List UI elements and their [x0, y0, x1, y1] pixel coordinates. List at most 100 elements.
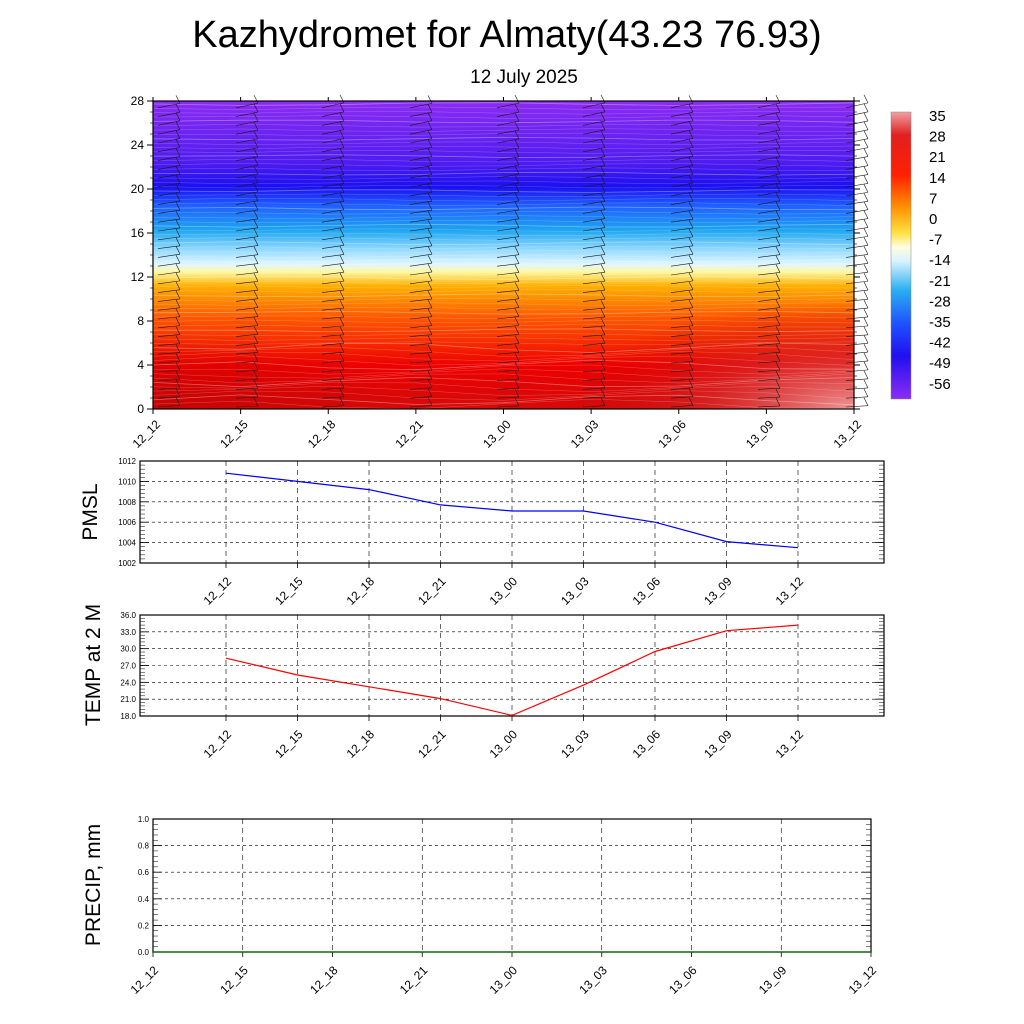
wind-barb-staff: [582, 351, 606, 355]
wind-barb-flag: [775, 219, 781, 228]
wind-barb-staff: [757, 129, 781, 135]
x-tick-label: 13_12: [773, 727, 807, 761]
wind-barb-staff: [670, 147, 694, 153]
wind-barb-staff: [235, 316, 259, 320]
wind-barb-flag: [339, 272, 345, 282]
x-tick-label: 13_12: [846, 963, 880, 997]
wind-barb-flag: [339, 228, 345, 237]
height-tick-label: 16: [131, 226, 145, 240]
wind-barb-flag: [863, 94, 869, 104]
wind-barb-flag: [253, 130, 259, 140]
pmsl-y-label: PMSL: [79, 483, 102, 540]
warm-area-left: [153, 330, 413, 409]
wind-barb-staff: [496, 191, 520, 197]
contour-line: [152, 324, 855, 328]
wind-barb-flag: [514, 192, 520, 201]
wind-barb-flag: [175, 219, 181, 229]
wind-barb-staff: [845, 147, 869, 153]
wind-barb-flag: [688, 183, 694, 193]
wind-barb-staff: [157, 174, 181, 179]
wind-barb-flag: [688, 175, 694, 184]
wind-barb-staff: [757, 102, 781, 109]
wind-barb-staff: [157, 147, 181, 153]
contour-line: [152, 167, 855, 171]
wind-barb-flag: [775, 228, 781, 237]
wind-barb-staff: [845, 289, 869, 293]
wind-barb-flag: [775, 139, 781, 149]
x-tick-label: 12_21: [415, 727, 449, 761]
wind-barb-flag: [253, 228, 259, 237]
x-tick-label: 12_15: [272, 574, 306, 608]
wind-barb-flag: [600, 130, 606, 139]
wind-barb-flag: [514, 94, 520, 104]
wind-barb-flag: [339, 397, 345, 406]
wind-barb-flag: [600, 255, 606, 264]
wind-barb-staff: [409, 361, 433, 364]
wind-barb-flag: [775, 174, 781, 184]
wind-barbs: [157, 94, 869, 408]
wind-barb-staff: [157, 165, 181, 170]
height-tick-label: 4: [137, 358, 144, 372]
wind-barb-staff: [757, 289, 781, 293]
wind-barb-staff: [496, 343, 520, 346]
wind-barb-staff: [321, 254, 345, 258]
wind-barb-flag: [514, 210, 520, 219]
wind-barb-staff: [235, 378, 259, 381]
x-tick-label: 12_18: [307, 963, 341, 997]
colorbar-label: -42: [929, 335, 951, 352]
y-tick-label: 0.6: [138, 868, 150, 877]
wind-barb-flag: [688, 192, 694, 202]
contour-line: [152, 267, 855, 272]
wind-barb-staff: [582, 156, 606, 161]
y-tick-label: 1.0: [138, 815, 150, 824]
height-time-panel: 0 4 8 12 16 20 24 28 12_12 12_15 12_18 12_21 13_00 1…: [130, 94, 869, 451]
wind-barb-staff: [582, 102, 606, 109]
wind-barb-staff: [845, 396, 869, 399]
wind-barb-staff: [757, 360, 781, 364]
wind-barb-flag: [175, 202, 181, 211]
wind-barb-flag: [600, 166, 606, 175]
wind-barb-flag: [339, 121, 345, 130]
wind-barb-flag: [427, 344, 433, 353]
x-tick-label: 13_03: [558, 574, 592, 608]
wind-barb-staff: [157, 129, 181, 135]
wind-barb-flag: [863, 388, 869, 397]
wind-barb-flag: [600, 335, 606, 344]
wind-barb-flag: [175, 317, 181, 326]
wind-barb-flag: [253, 219, 259, 228]
wind-barb-staff: [670, 405, 694, 408]
wind-barb-flag: [863, 272, 869, 282]
wind-barb-flag: [775, 282, 781, 291]
wind-barb-staff: [321, 342, 345, 346]
contour-line: [152, 337, 855, 341]
x-tick-label: 12_12: [201, 727, 235, 761]
wind-barb-staff: [582, 138, 606, 144]
wind-barb-flag: [339, 335, 345, 344]
wind-barb-flag: [175, 246, 181, 255]
wind-barb-flag: [253, 139, 259, 149]
wind-barb-staff: [670, 182, 694, 188]
wind-barb-flag: [514, 308, 520, 317]
wind-barb-staff: [235, 129, 259, 135]
wind-barb-flag: [775, 317, 781, 326]
wind-barb-staff: [670, 253, 694, 258]
wind-barb-flag: [427, 139, 433, 148]
contour-line: [152, 198, 855, 202]
wind-barb-flag: [427, 308, 433, 317]
wind-barb-staff: [582, 244, 606, 249]
wind-barb-staff: [670, 325, 694, 329]
wind-barb-flag: [339, 264, 345, 273]
wind-barb-staff: [321, 218, 345, 223]
y-tick-label: 27.0: [120, 662, 136, 671]
y-tick-label: 1010: [118, 477, 136, 486]
wind-barb-flag: [339, 299, 345, 309]
wind-barb-staff: [757, 378, 781, 381]
wind-barb-staff: [157, 155, 181, 161]
wind-barb-staff: [235, 396, 259, 399]
wind-barb-staff: [670, 129, 694, 135]
wind-barb-staff: [845, 360, 869, 364]
colorbar-label: -7: [929, 232, 942, 249]
contour-line: [152, 219, 855, 224]
wind-barb-staff: [757, 120, 781, 126]
wind-barb-flag: [863, 397, 869, 406]
